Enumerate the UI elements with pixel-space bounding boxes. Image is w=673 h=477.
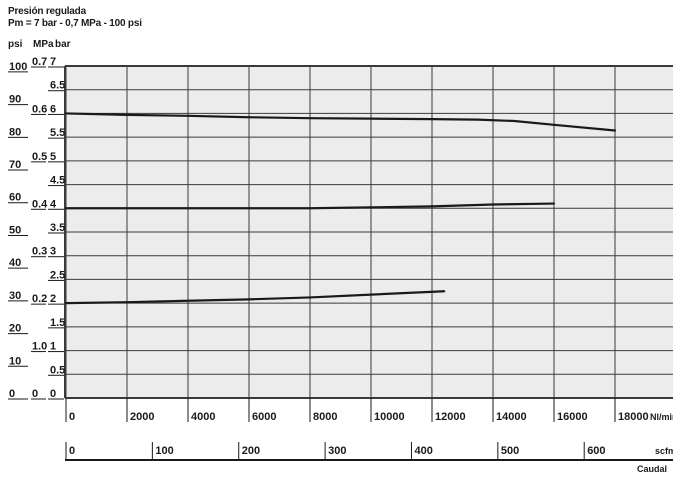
- y-tick-bar: 4: [50, 198, 57, 210]
- y-tick-mpa: 0: [32, 388, 38, 400]
- x-tick-label: 18000: [618, 411, 649, 423]
- y-tick-bar: 6: [50, 103, 56, 115]
- axis-caption: Caudal: [637, 464, 667, 474]
- y-tick-psi: 30: [9, 290, 21, 302]
- y-tick-mpa: 0.6: [32, 103, 47, 115]
- y-tick-bar: 4.5: [50, 175, 65, 187]
- y-tick-bar: 2: [50, 293, 56, 305]
- y-tick-bar: 1: [50, 341, 56, 353]
- y-tick-psi: 60: [9, 192, 21, 204]
- series-line-3: [64, 290, 446, 305]
- x2-tick-label: 0: [69, 445, 75, 457]
- y-tick-psi: 70: [9, 159, 21, 171]
- y-tick-psi: 0: [9, 388, 15, 400]
- x-tick-label: 10000: [374, 411, 405, 423]
- x-tick-label: 6000: [252, 411, 276, 423]
- y-tick-bar: 6.5: [50, 80, 65, 92]
- series-line-2: [64, 202, 556, 210]
- x-tick-label: 14000: [496, 411, 527, 423]
- y-tick-psi: 80: [9, 126, 21, 138]
- x2-tick-label: 300: [328, 445, 346, 457]
- y-tick-mpa: 0.3: [32, 246, 47, 258]
- series-line-1: [64, 112, 617, 132]
- unit-header-psi: psi: [8, 39, 23, 50]
- y-tick-psi: 20: [9, 323, 21, 335]
- x2-tick-label: 200: [242, 445, 260, 457]
- y-tick-psi: 10: [9, 355, 21, 367]
- x-tick-label: 4000: [191, 411, 215, 423]
- chart-title: Presión regulada: [8, 6, 86, 17]
- y-tick-psi: 50: [9, 224, 21, 236]
- y-tick-mpa: 0.4: [32, 198, 48, 210]
- x2-tick-label: 400: [414, 445, 432, 457]
- unit-header-mpa: MPa: [33, 39, 54, 50]
- x-axis-label: Nl/min: [650, 412, 673, 422]
- x-tick-label: 8000: [313, 411, 337, 423]
- y-tick-bar: 3: [50, 246, 56, 258]
- unit-header-bar: bar: [55, 39, 71, 50]
- x2-axis-label: scfm: [655, 446, 673, 456]
- y-tick-bar: 5.5: [50, 127, 65, 139]
- y-tick-bar: 5: [50, 151, 56, 163]
- x-tick-label: 16000: [557, 411, 588, 423]
- y-tick-bar: 3.5: [50, 222, 65, 234]
- y-tick-mpa: 1.0: [32, 341, 47, 353]
- y-tick-mpa: 0.7: [32, 56, 47, 68]
- y-tick-bar: 2.5: [50, 269, 65, 281]
- y-tick-psi: 90: [9, 94, 21, 106]
- y-tick-bar: 0: [50, 388, 56, 400]
- x2-tick-label: 600: [587, 445, 605, 457]
- y-tick-bar: 7: [50, 56, 56, 68]
- x-tick-label: 12000: [435, 411, 466, 423]
- y-tick-mpa: 0.2: [32, 293, 47, 305]
- y-tick-bar: 0.5: [50, 364, 65, 376]
- y-tick-bar: 1.5: [50, 317, 65, 329]
- x-tick-label: 0: [69, 411, 75, 423]
- chart-subtitle: Pm = 7 bar - 0,7 MPa - 100 psi: [8, 18, 142, 29]
- x-tick-label: 2000: [130, 411, 154, 423]
- y-tick-mpa: 0.5: [32, 151, 47, 163]
- y-tick-psi: 100: [9, 61, 27, 73]
- x2-tick-label: 100: [155, 445, 173, 457]
- x2-tick-label: 500: [501, 445, 519, 457]
- y-tick-psi: 40: [9, 257, 21, 269]
